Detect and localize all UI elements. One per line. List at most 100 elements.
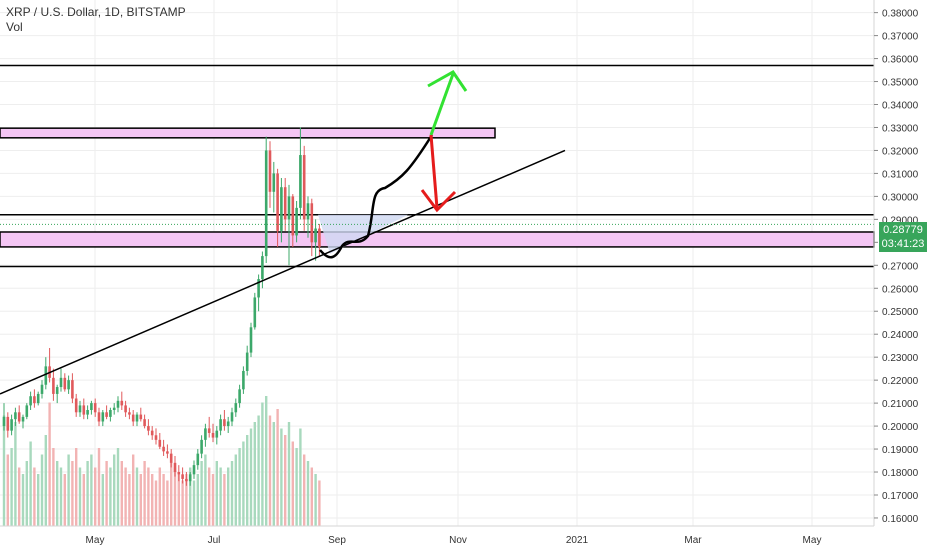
volume-bar: [173, 467, 177, 526]
candle-body: [253, 297, 257, 328]
volume-bar: [314, 474, 317, 526]
time-tick-label: May: [803, 535, 822, 546]
volume-label: Vol: [6, 20, 23, 34]
candle-body: [33, 396, 36, 404]
candle-body: [318, 228, 321, 247]
price-tick-label: 0.20000: [882, 422, 919, 433]
volume-bar: [272, 422, 275, 526]
candle-body: [63, 377, 67, 390]
volume-bar: [78, 467, 82, 526]
price-tick-label: 0.36000: [882, 55, 919, 66]
time-tick-label: Sep: [328, 535, 346, 546]
volume-bar: [200, 461, 203, 526]
candle-body: [143, 419, 146, 427]
candle-body: [128, 412, 131, 415]
candle-body: [116, 400, 120, 408]
volume-bar: [56, 461, 59, 526]
candle-body: [261, 256, 264, 280]
candle-body: [131, 414, 135, 422]
volume-bar: [33, 467, 36, 526]
trend-line: [0, 149, 566, 395]
price-tick-label: 0.23000: [882, 353, 919, 364]
volume-bar: [135, 467, 139, 526]
price-tick-label: 0.24000: [882, 330, 919, 341]
volume-bar: [276, 409, 279, 526]
volume-bar: [242, 441, 245, 526]
candle-body: [185, 478, 188, 482]
candle-body: [162, 446, 165, 452]
price-tick-label: 0.38000: [882, 9, 919, 20]
volume-bar: [105, 461, 108, 526]
candle-body: [36, 393, 40, 404]
volume-bar: [287, 422, 291, 526]
price-tick-label: 0.29000: [882, 215, 919, 226]
candle-body: [257, 279, 260, 298]
candle-body: [120, 400, 124, 406]
volume-bar: [63, 474, 66, 526]
volume-bar: [310, 467, 313, 526]
volume-bar: [101, 474, 104, 526]
candle-body: [245, 352, 249, 371]
candle-body: [25, 405, 29, 417]
volume-bar: [295, 448, 298, 526]
chart-title: XRP / U.S. Dollar, 1D, BITSTAMP: [6, 5, 186, 19]
bearish-arrowhead: [420, 189, 457, 213]
bearish-arrow: [429, 134, 439, 209]
volume-bar: [147, 467, 150, 526]
candle-body: [14, 412, 17, 420]
candle-body: [124, 405, 127, 413]
volume-bar: [40, 454, 44, 526]
price-tick-label: 0.37000: [882, 32, 919, 43]
volume-bar: [181, 480, 184, 526]
candle-body: [10, 419, 13, 431]
candle-body: [268, 150, 272, 192]
volume-bar: [265, 396, 268, 526]
candle-body: [238, 389, 241, 404]
time-tick-label: Jul: [208, 535, 221, 546]
volume-bar: [143, 461, 146, 526]
candle-body: [280, 187, 283, 231]
volume-bar: [59, 467, 63, 526]
volume-bar: [208, 467, 211, 526]
price-tick-label: 0.17000: [882, 491, 919, 502]
volume-bar: [215, 461, 218, 526]
volume-bar: [170, 461, 173, 526]
resistance-zone: [0, 127, 496, 139]
candle-body: [302, 155, 306, 220]
candle-body: [215, 430, 219, 438]
price-tick-label: 0.21000: [882, 399, 919, 410]
candle-body: [314, 228, 317, 243]
volume-bar: [6, 454, 9, 526]
price-tick-label: 0.30000: [882, 192, 919, 203]
volume-bar: [154, 480, 158, 526]
volume-bar: [44, 435, 47, 526]
candle-body: [283, 187, 287, 220]
candle-body: [82, 405, 86, 415]
volume-bar: [291, 441, 294, 526]
volume-bar: [67, 454, 70, 526]
volume-bar: [120, 461, 123, 526]
time-tick-label: Nov: [449, 535, 467, 546]
volume-bar: [116, 448, 120, 526]
candle-body: [6, 416, 10, 431]
volume-bar: [299, 428, 302, 526]
candle-body: [52, 377, 55, 394]
volume-bar: [227, 467, 230, 526]
volume-bar: [158, 467, 161, 526]
volume-bar: [151, 474, 154, 526]
price-tick-label: 0.26000: [882, 284, 919, 295]
candle-body: [93, 403, 97, 413]
candle-body: [2, 416, 6, 427]
candle-body: [223, 419, 226, 427]
volume-bar: [29, 441, 32, 526]
volume-bar: [303, 454, 306, 526]
volume-bar: [253, 422, 256, 526]
volume-bar: [196, 474, 199, 526]
volume-bar: [75, 448, 78, 526]
candle-body: [272, 173, 276, 192]
volume-bar: [14, 422, 17, 526]
volume-bar: [306, 461, 310, 526]
resistance-zone: [0, 231, 875, 248]
candle-body: [177, 472, 181, 475]
